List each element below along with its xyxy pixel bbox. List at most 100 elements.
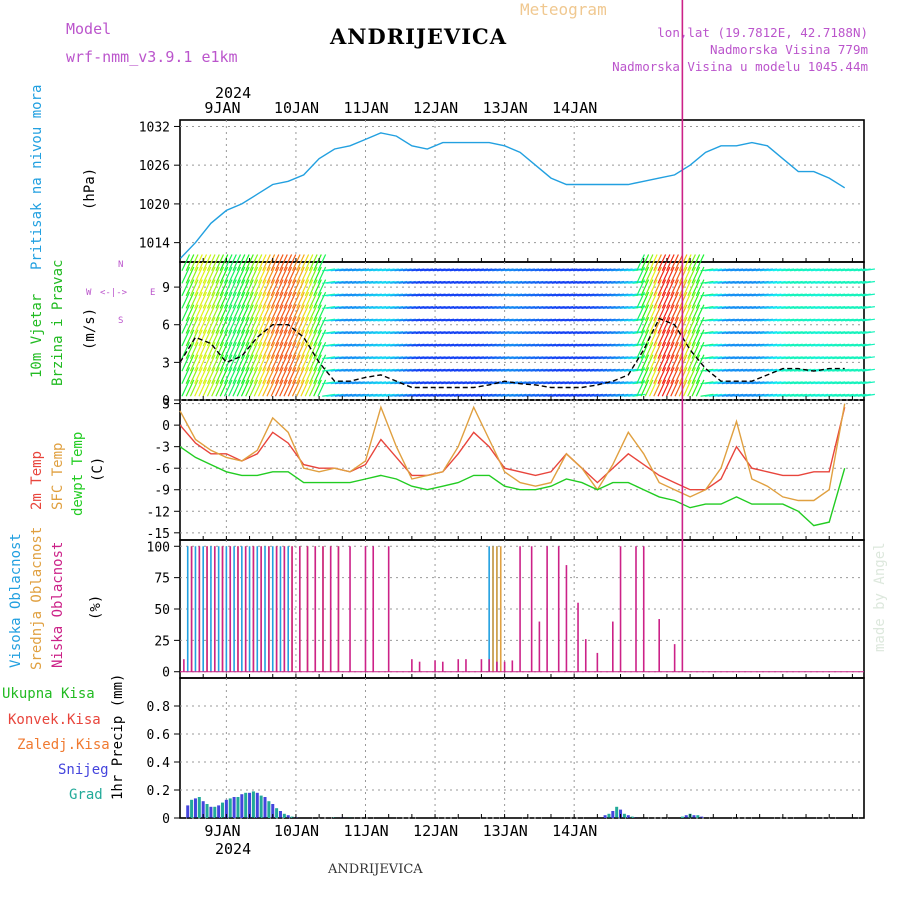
- wind-barb: [270, 304, 280, 322]
- wind-barb: [551, 343, 565, 347]
- wind-barb: [772, 343, 786, 347]
- wind-barb: [300, 379, 310, 397]
- wind-barb: [313, 304, 322, 322]
- wind-barb: [296, 379, 305, 397]
- wind-barb: [181, 354, 191, 372]
- wind-barb: [682, 342, 692, 359]
- wind-barb: [648, 304, 658, 322]
- wind-barb: [232, 329, 242, 347]
- wind-barb: [257, 279, 267, 297]
- wind-barb: [287, 367, 297, 384]
- wind-barb: [291, 329, 301, 347]
- wind-barb: [827, 343, 841, 347]
- wind-barb: [274, 254, 284, 272]
- wind-barb: [202, 354, 212, 372]
- wind-barb: [228, 266, 237, 284]
- y-tick-label: 0: [162, 812, 170, 827]
- wind-barb: [215, 304, 225, 322]
- wind-barb: [738, 343, 752, 347]
- wind-barb: [219, 254, 229, 272]
- wind-barb: [640, 316, 650, 334]
- wind-barb: [648, 379, 658, 397]
- pressure-line: [179, 132, 846, 260]
- wind-label-2: Brzina i Pravac: [50, 259, 66, 386]
- wind-barb: [543, 393, 557, 397]
- wind-barb: [185, 354, 195, 372]
- wind-barb: [270, 266, 280, 284]
- wind-barb: [598, 343, 612, 347]
- wind-barb: [398, 343, 412, 347]
- wind-barb: [475, 343, 489, 347]
- wind-barb: [317, 304, 327, 322]
- wind-barb: [653, 304, 662, 322]
- wind-barb: [674, 254, 684, 272]
- wind-barb: [274, 266, 284, 284]
- wind-barb: [313, 354, 322, 372]
- wind-barb: [691, 316, 701, 334]
- wind-barb: [223, 329, 233, 347]
- wind-barb: [308, 367, 318, 384]
- wind-barb: [185, 316, 195, 334]
- wind-barb: [466, 368, 480, 372]
- wind-barb: [308, 316, 318, 334]
- wind-barb: [691, 304, 701, 322]
- wind-barb: [291, 266, 301, 284]
- wind-barb: [402, 280, 416, 284]
- wind-barb: [279, 304, 288, 322]
- wind-barb: [308, 304, 318, 322]
- wind-barb: [449, 343, 463, 347]
- wind-barb: [215, 329, 225, 347]
- wind-barb: [674, 329, 684, 347]
- wind-barb: [202, 291, 212, 309]
- wind-barb: [853, 280, 867, 284]
- wind-barb: [211, 266, 220, 284]
- wind-barb: [653, 329, 662, 347]
- wind-barb: [568, 393, 582, 397]
- wind-barb: [657, 379, 667, 397]
- top-date-label: 11JAN: [343, 99, 389, 117]
- wind-barb: [253, 279, 263, 297]
- wind-barb: [385, 368, 399, 372]
- wind-barb: [202, 367, 212, 384]
- wind-barb: [628, 280, 642, 284]
- y-tick-label: 1014: [139, 237, 170, 252]
- wind-barb: [245, 379, 254, 397]
- wind-barb: [185, 367, 195, 384]
- wind-barb: [326, 393, 340, 397]
- wind-barb: [211, 291, 220, 309]
- wind-barb: [291, 279, 301, 297]
- precip-bar: [267, 801, 271, 818]
- wind-barb: [223, 316, 233, 334]
- wind-barb: [564, 343, 578, 347]
- wind-barb: [194, 291, 203, 309]
- y-tick-label: 1026: [139, 159, 170, 174]
- lonlat-text: lon,lat (19.7812E, 42.7188N): [657, 25, 868, 40]
- wind-barb: [657, 266, 667, 284]
- wind-barb: [551, 368, 565, 372]
- wind-barb: [836, 368, 850, 372]
- wind-barb: [202, 254, 212, 272]
- wind-barb: [611, 368, 625, 372]
- wind-barb: [185, 266, 195, 284]
- wind-barb: [308, 266, 318, 284]
- wind-barb: [351, 393, 365, 397]
- wind-barb: [648, 254, 658, 272]
- wind-barb: [640, 279, 650, 297]
- wind-barb: [819, 343, 833, 347]
- wind-barb: [300, 342, 310, 359]
- wind-barb: [287, 291, 297, 309]
- wind-barb: [665, 329, 675, 347]
- y-tick-label: 0.8: [147, 700, 170, 715]
- wind-barb: [636, 316, 645, 334]
- wind-barb: [296, 254, 305, 272]
- wind-barb: [279, 329, 288, 347]
- wind-barb: [492, 343, 506, 347]
- wind-barb: [279, 354, 288, 372]
- wind-barb: [640, 291, 650, 309]
- wind-barb: [432, 343, 446, 347]
- wind-barb: [219, 354, 229, 372]
- wind-barb: [351, 368, 365, 372]
- wind-barb: [691, 254, 701, 272]
- precip-bar: [221, 802, 225, 818]
- wind-barb: [691, 266, 701, 284]
